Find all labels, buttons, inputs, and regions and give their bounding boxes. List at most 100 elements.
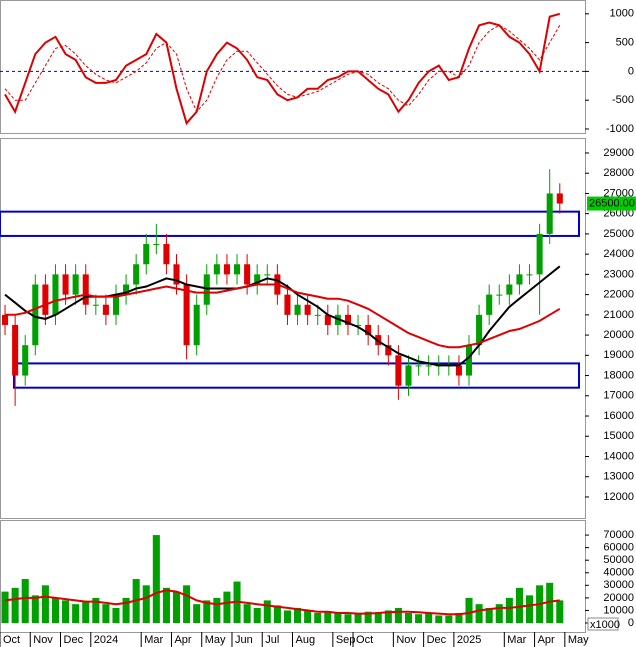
candle-body [2, 314, 9, 325]
candle-body [223, 264, 230, 275]
candle-body [62, 274, 69, 295]
x-tick-label: Sep [336, 634, 356, 646]
y-tick-label: 22000 [603, 289, 634, 301]
candle-body [496, 294, 503, 296]
last-price-label: 26500.00 [589, 197, 635, 209]
y-tick-label: 24000 [603, 248, 634, 260]
y-tick-label: 0 [628, 617, 634, 629]
volume-bar [445, 615, 453, 623]
candle-body [123, 284, 130, 295]
volume-bar [546, 582, 554, 623]
candle-body [264, 274, 271, 276]
volume-bar [213, 597, 221, 623]
y-tick-label: 25000 [603, 228, 634, 240]
candle-body [556, 193, 563, 204]
x-tick-label: Dec [64, 634, 84, 646]
volume-bar [263, 600, 271, 623]
x-tick-label: May [568, 634, 589, 646]
candle-body [476, 314, 483, 346]
candle-body [254, 274, 261, 285]
x-tick-label: Apr [174, 634, 191, 646]
volume-bar [162, 587, 170, 623]
volume-bar [425, 612, 433, 623]
volume-bar [294, 607, 302, 623]
y-tick-label: 23000 [603, 268, 634, 280]
candle-body [516, 274, 523, 285]
volume-bar [384, 610, 392, 623]
volume-bar [203, 600, 211, 623]
candle-body [304, 304, 311, 315]
y-tick-label: 1000 [610, 8, 634, 20]
x-tick-label: Nov [33, 634, 53, 646]
volume-bar [51, 597, 60, 623]
candle-body [536, 233, 543, 275]
volume-bar [465, 597, 473, 623]
unit-label: x1000 [590, 619, 620, 631]
volume-bar [1, 591, 9, 623]
candle-body [425, 365, 432, 367]
volume-bar [455, 612, 463, 623]
candle-body [284, 294, 291, 315]
volume-bar [102, 604, 110, 623]
candle-body [244, 264, 251, 285]
candle-body [486, 294, 493, 315]
candle-body [163, 244, 170, 265]
y-tick-label: 18000 [603, 369, 634, 381]
y-tick-label: 17000 [603, 390, 634, 402]
y-tick-label: 12000 [603, 491, 634, 503]
candle-body [173, 264, 180, 285]
x-tick-label: Dec [427, 634, 447, 646]
candle-body [355, 324, 362, 326]
volume-bar [344, 614, 352, 623]
x-tick-label: Oct [356, 634, 373, 646]
volume-bar [193, 604, 201, 623]
y-tick-label: 19000 [603, 349, 634, 361]
y-tick-label: 13000 [603, 471, 634, 483]
x-tick-label: Apr [538, 634, 555, 646]
x-tick-label: Aug [296, 634, 316, 646]
candle-body [143, 244, 150, 265]
x-tick-label: Jul [265, 634, 279, 646]
volume-bar [62, 600, 70, 623]
price-zone [0, 210, 580, 237]
y-tick-label: 16000 [603, 410, 634, 422]
y-tick-label: 21000 [603, 309, 634, 321]
y-tick-label: 40000 [603, 567, 634, 579]
volume-bar [223, 591, 231, 623]
moving-average [5, 283, 561, 349]
y-tick-label: 500 [616, 37, 634, 49]
candle-body [405, 365, 412, 386]
volume-bar [172, 591, 181, 623]
candle-body [12, 324, 19, 376]
candle-body [153, 244, 160, 246]
volume-bar [505, 597, 513, 623]
candle-body [102, 304, 109, 315]
volume-bar [82, 601, 90, 623]
candle-body [526, 274, 533, 276]
volume-bar [112, 607, 120, 623]
y-tick-label: 70000 [603, 529, 634, 541]
candle-body [52, 274, 59, 315]
unit-box [587, 617, 619, 631]
candle-body [112, 294, 120, 315]
candle-body [385, 345, 392, 356]
y-tick-label: 27000 [603, 187, 634, 199]
y-tick-label: 26000 [603, 208, 634, 220]
volume-bar [11, 587, 19, 623]
x-tick-label: Jun [235, 634, 253, 646]
x-tick-label: 2025 [457, 634, 481, 646]
volume-bar [334, 612, 342, 623]
candle-body [22, 345, 29, 376]
candle-body [183, 284, 190, 346]
volume-bar [152, 535, 160, 623]
volume-bar [314, 612, 322, 623]
volume-bar [515, 587, 523, 623]
candle-body [213, 264, 220, 275]
candle-body [294, 304, 301, 315]
volume-bar [556, 600, 564, 623]
y-tick-label: 30000 [603, 579, 634, 591]
candle-body [92, 304, 99, 306]
candle-body [234, 264, 241, 275]
candle-body [82, 274, 89, 305]
